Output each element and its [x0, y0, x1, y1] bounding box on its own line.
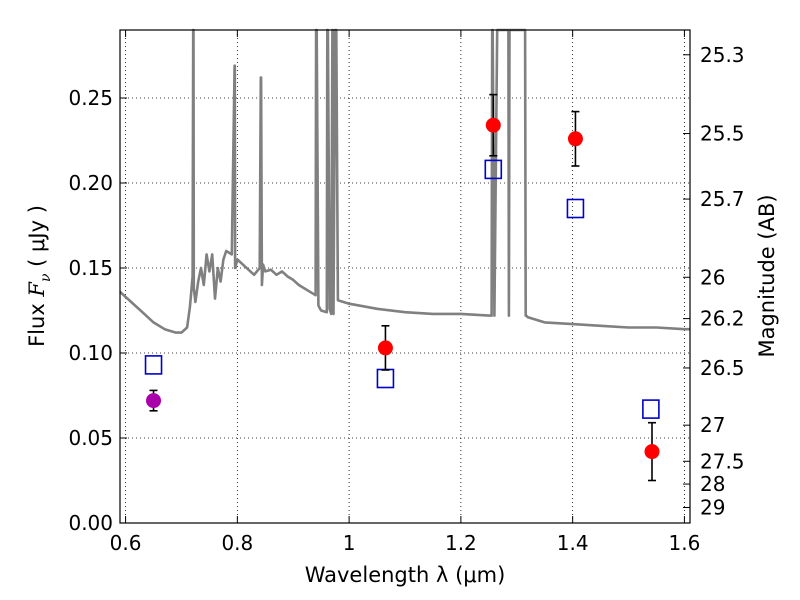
y2-tick-label: 25.7: [700, 187, 745, 211]
y2-tick-label: 28: [700, 472, 725, 496]
y-axis-title: Flux Fν ( μJy ): [25, 205, 54, 347]
y2-tick-label: 29: [700, 495, 725, 519]
x-tick-label: 1.6: [669, 531, 701, 555]
x-tick-label: 1.2: [445, 531, 477, 555]
observed-flux-point: [485, 117, 501, 133]
y2-tick-label: 26.5: [700, 356, 745, 380]
observed-flux-point: [377, 340, 393, 356]
y-axis-title-prefix: Flux: [25, 297, 49, 347]
y2-tick-label: 27.5: [700, 449, 745, 473]
y-axis-title-subscript: ν: [38, 273, 54, 282]
y-axis-title-symbol: F: [25, 281, 49, 298]
y-tick-label: 0.00: [68, 511, 113, 535]
model-photometry-point: [484, 159, 503, 180]
y-axis-title-unit: ( μJy ): [25, 205, 49, 273]
x-tick-label: 1.4: [557, 531, 589, 555]
plot-frame: [119, 29, 691, 524]
x-axis-title: Wavelength λ (μm): [305, 563, 506, 587]
y-tick-label: 0.15: [68, 256, 113, 280]
observed-flux-point: [146, 393, 162, 409]
x-axis-ticks: 0.6 0.8 1 1.2 1.4 1.6: [110, 30, 701, 555]
x-tick-label: 0.6: [110, 531, 142, 555]
model-photometry-point: [642, 399, 660, 419]
x-tick-label: 0.8: [221, 531, 253, 555]
x-tick-label: 1: [343, 531, 356, 555]
y2-tick-label: 26: [700, 265, 725, 289]
model-photometry-point: [144, 355, 163, 375]
y-tick-label: 0.20: [68, 171, 113, 195]
y-tick-label: 0.25: [68, 86, 113, 110]
y2-tick-label: 27: [700, 413, 725, 437]
y2-tick-label: 25.5: [700, 122, 745, 146]
observed-flux-point: [567, 131, 583, 147]
y-tick-label: 0.10: [68, 341, 113, 365]
y2-axis-title: Magnitude (AB): [755, 194, 779, 357]
y-axis-ticks: 0.00 0.05 0.10 0.15 0.20 0.25: [68, 86, 127, 535]
y-tick-label: 0.05: [68, 426, 113, 450]
y2-tick-label: 26.2: [700, 307, 745, 331]
y2-tick-label: 25.3: [700, 43, 745, 67]
model-photometry-point: [566, 198, 585, 219]
observed-flux-point: [644, 444, 660, 460]
